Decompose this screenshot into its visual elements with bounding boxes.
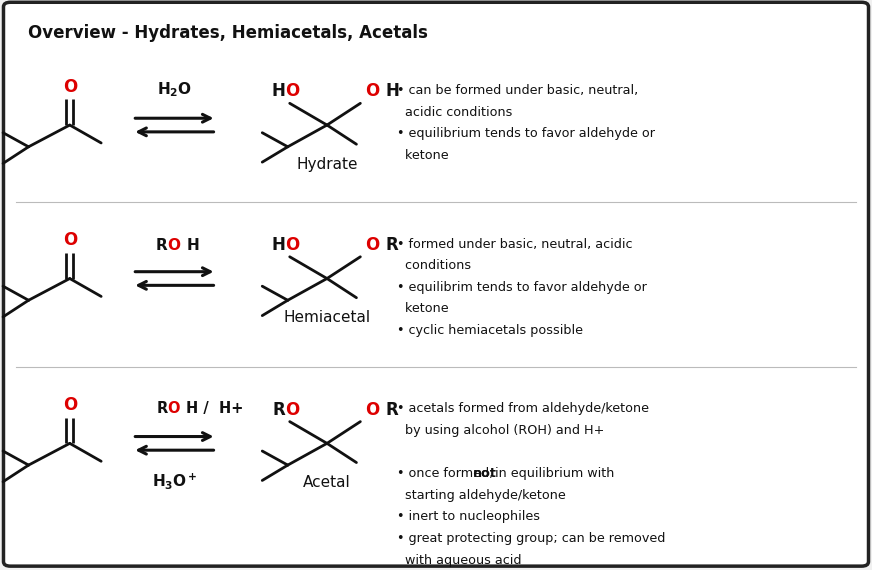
Text: acidic conditions: acidic conditions (397, 105, 512, 119)
Text: in equilibrium with: in equilibrium with (491, 467, 614, 481)
Text: • equilibrim tends to favor aldehyde or: • equilibrim tends to favor aldehyde or (397, 281, 647, 294)
Text: Hemiacetal: Hemiacetal (283, 311, 371, 325)
Text: • inert to nucleophiles: • inert to nucleophiles (397, 510, 540, 523)
Text: • equilibrium tends to favor aldehyde or: • equilibrium tends to favor aldehyde or (397, 127, 655, 140)
Text: H: H (271, 83, 285, 100)
Text: Overview - Hydrates, Hemiacetals, Acetals: Overview - Hydrates, Hemiacetals, Acetal… (28, 25, 428, 42)
Text: O: O (167, 401, 180, 416)
Text: conditions: conditions (397, 259, 471, 272)
Text: • great protecting group; can be removed: • great protecting group; can be removed (397, 532, 665, 545)
Text: • acetals formed from aldehyde/ketone: • acetals formed from aldehyde/ketone (397, 402, 649, 416)
Text: H /  H+: H / H+ (186, 401, 243, 416)
Text: O: O (63, 396, 77, 414)
Text: R: R (273, 401, 285, 419)
Text: O: O (364, 83, 379, 100)
FancyBboxPatch shape (3, 2, 869, 566)
Text: R: R (156, 238, 167, 253)
Text: by using alcohol (ROH) and H+: by using alcohol (ROH) and H+ (397, 424, 604, 437)
Text: not: not (473, 467, 496, 481)
Text: H: H (187, 238, 200, 253)
Text: O: O (285, 83, 300, 100)
Text: ketone: ketone (397, 149, 448, 162)
Text: • formed under basic, neutral, acidic: • formed under basic, neutral, acidic (397, 238, 632, 251)
Text: Hydrate: Hydrate (296, 157, 358, 172)
Text: H: H (385, 83, 399, 100)
Text: starting aldehyde/ketone: starting aldehyde/ketone (397, 489, 566, 502)
Text: $\mathbf{H_2O}$: $\mathbf{H_2O}$ (157, 81, 192, 100)
Text: O: O (364, 401, 379, 419)
Text: ketone: ketone (397, 303, 448, 315)
Text: • once formed,: • once formed, (397, 467, 497, 481)
Text: • can be formed under basic, neutral,: • can be formed under basic, neutral, (397, 84, 638, 97)
Text: O: O (285, 401, 300, 419)
Text: O: O (167, 238, 181, 253)
Text: $\mathbf{H_3O^+}$: $\mathbf{H_3O^+}$ (152, 471, 197, 491)
Text: R: R (385, 401, 399, 419)
Text: Acetal: Acetal (303, 475, 351, 490)
Text: O: O (63, 231, 77, 249)
Text: R: R (156, 401, 167, 416)
Text: O: O (63, 78, 77, 96)
Text: with aqueous acid: with aqueous acid (397, 553, 521, 567)
Text: R: R (385, 236, 399, 254)
Text: H: H (271, 236, 285, 254)
Text: O: O (364, 236, 379, 254)
Text: O: O (285, 236, 300, 254)
Text: • cyclic hemiacetals possible: • cyclic hemiacetals possible (397, 324, 582, 337)
